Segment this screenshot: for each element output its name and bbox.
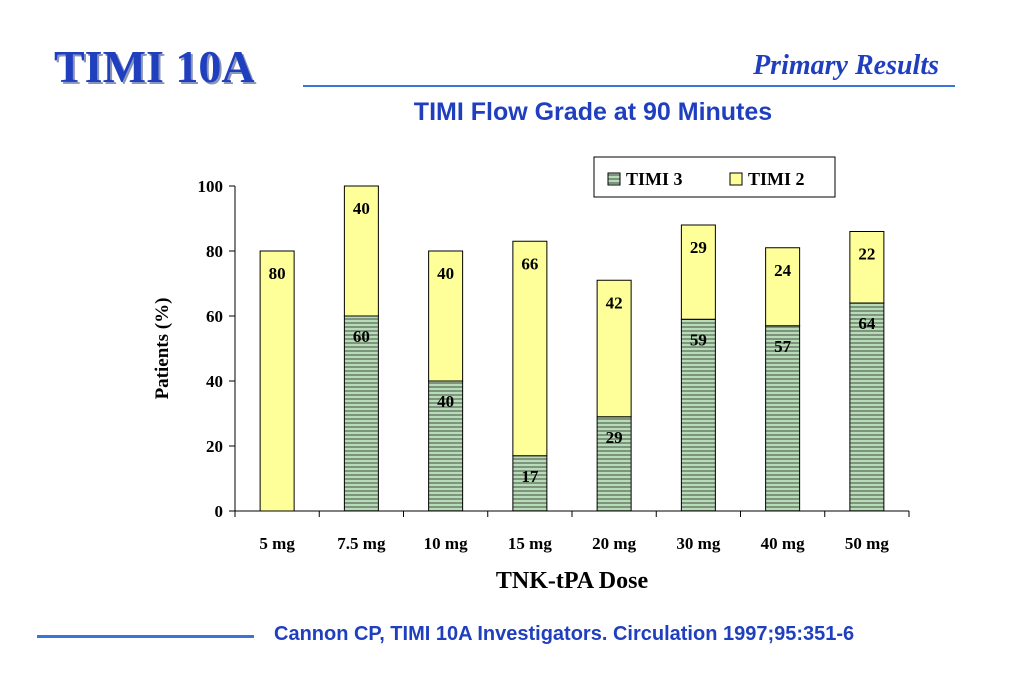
data-label-timi2: 42 <box>606 293 623 312</box>
data-label-timi3: 59 <box>690 330 707 349</box>
x-tick-label: 5 mg <box>259 534 295 553</box>
x-tick-label: 50 mg <box>845 534 889 553</box>
data-label-timi3: 29 <box>606 428 623 447</box>
bar-timi2 <box>343 185 379 317</box>
chart-bars <box>259 185 885 512</box>
bar-timi2 <box>680 224 716 320</box>
legend-swatch-timi2 <box>729 172 743 186</box>
bar-timi3 <box>596 416 632 512</box>
data-label-timi2: 40 <box>437 264 454 283</box>
data-label-timi2: 24 <box>774 261 792 280</box>
data-label-timi2: 66 <box>521 254 538 273</box>
bar-timi2 <box>512 240 548 457</box>
bar-timi3 <box>512 455 548 512</box>
data-label-timi3: 60 <box>353 327 370 346</box>
legend-box <box>593 156 836 198</box>
bar-timi2 <box>428 250 464 382</box>
footer-rule <box>37 635 254 638</box>
data-label-timi3: 17 <box>521 467 539 486</box>
bar-timi2 <box>259 250 295 512</box>
legend-label-timi2: TIMI 2 <box>748 169 805 189</box>
bar-timi3 <box>849 302 885 512</box>
data-label-timi2: 40 <box>353 199 370 218</box>
y-tick-label: 0 <box>215 502 224 521</box>
x-tick-label: 40 mg <box>761 534 805 553</box>
data-label-timi3: 64 <box>858 314 876 333</box>
section-title: Primary Results <box>753 50 939 81</box>
x-tick-label: 20 mg <box>592 534 636 553</box>
chart-legend: TIMI 3 TIMI 2 <box>593 156 836 198</box>
legend-label-timi3: TIMI 3 <box>626 169 683 189</box>
bar-timi2 <box>596 279 632 418</box>
y-tick-label: 40 <box>206 372 223 391</box>
bar-timi2 <box>765 247 801 327</box>
data-label-timi3: 57 <box>774 337 792 356</box>
bar-timi3 <box>343 315 379 512</box>
data-label-timi2: 22 <box>858 245 875 264</box>
chart-data-labels: 80 60 40 40 40 17 66 29 42 59 29 57 24 64 22 <box>269 199 876 486</box>
x-tick-label: 7.5 mg <box>337 534 386 553</box>
bar-timi2 <box>849 231 885 304</box>
bar-timi3 <box>680 318 716 512</box>
x-tick-label: 15 mg <box>508 534 552 553</box>
y-axis-title: Patients (%) <box>152 298 173 400</box>
bar-timi3 <box>428 380 464 512</box>
y-tick-label: 100 <box>198 177 224 196</box>
x-tick-label: 10 mg <box>424 534 468 553</box>
y-tick-label: 80 <box>206 242 223 261</box>
y-tick-label: 20 <box>206 437 223 456</box>
x-axis-title: TNK-tPA Dose <box>496 568 649 594</box>
y-tick-label: 60 <box>206 307 223 326</box>
citation: Cannon CP, TIMI 10A Investigators. Circu… <box>274 623 855 645</box>
logo-title: TIMI 10A <box>54 41 255 92</box>
data-label-timi3: 40 <box>437 392 454 411</box>
legend-swatch-timi3 <box>607 172 621 186</box>
header-rule <box>303 85 955 87</box>
data-label-timi2: 29 <box>690 238 707 257</box>
x-tick-label: 30 mg <box>676 534 720 553</box>
chart-title: TIMI Flow Grade at 90 Minutes <box>413 98 773 126</box>
data-label-timi2: 80 <box>269 264 286 283</box>
